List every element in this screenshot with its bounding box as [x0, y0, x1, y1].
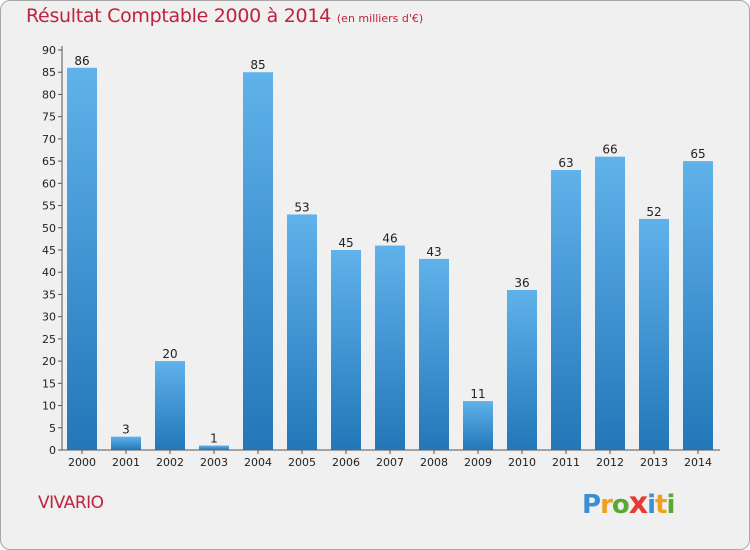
data-label-2006: 45 — [338, 236, 353, 250]
y-tick-label: 5 — [49, 422, 56, 435]
data-label-2014: 65 — [690, 147, 705, 161]
y-tick-label: 30 — [42, 311, 56, 324]
logo-letter: x — [628, 486, 648, 521]
chart-subtitle: (en milliers d'€) — [336, 12, 424, 25]
bar-2000 — [67, 67, 97, 451]
x-tick-label-2008: 2008 — [420, 456, 448, 469]
y-tick-label: 70 — [42, 133, 56, 146]
x-tick-label-2013: 2013 — [640, 456, 668, 469]
y-tick-label: 45 — [42, 244, 56, 257]
x-tick-label-2009: 2009 — [464, 456, 492, 469]
data-label-2000: 86 — [74, 54, 89, 68]
bar-2012 — [595, 156, 625, 450]
x-tick-label-2007: 2007 — [376, 456, 404, 469]
logo-letter: o — [611, 490, 630, 520]
y-tick-label: 0 — [49, 444, 56, 457]
y-tick-label: 60 — [42, 177, 56, 190]
x-tick-label-2014: 2014 — [684, 456, 712, 469]
x-tick-label-2000: 2000 — [68, 456, 96, 469]
bar-2010 — [507, 290, 537, 450]
proxiti-logo: Proxiti — [582, 486, 675, 521]
bar-2005 — [287, 214, 317, 450]
data-label-2005: 53 — [294, 200, 309, 214]
x-tick-label-2003: 2003 — [200, 456, 228, 469]
y-tick-label: 20 — [42, 355, 56, 368]
data-label-2004: 85 — [250, 58, 265, 72]
bar-2008 — [419, 258, 449, 450]
x-tick-label-2010: 2010 — [508, 456, 536, 469]
bar-2013 — [639, 218, 669, 450]
logo-letter: r — [600, 490, 613, 520]
y-tick-label: 80 — [42, 88, 56, 101]
y-tick-label: 65 — [42, 155, 56, 168]
chart-title-text: Résultat Comptable 2000 à 2014 — [26, 5, 331, 27]
data-label-2007: 46 — [382, 232, 397, 246]
y-tick-label: 10 — [42, 400, 56, 413]
y-tick-label: 85 — [42, 66, 56, 79]
data-label-2013: 52 — [646, 205, 661, 219]
x-tick-label-2004: 2004 — [244, 456, 272, 469]
y-tick-label: 25 — [42, 333, 56, 346]
chart-title: Résultat Comptable 2000 à 2014 (en millie… — [26, 5, 423, 27]
logo-letter: i — [666, 490, 675, 520]
logo-letter: P — [582, 490, 601, 520]
y-tick-label: 50 — [42, 222, 56, 235]
x-tick-label-2001: 2001 — [112, 456, 140, 469]
y-tick-label: 55 — [42, 200, 56, 213]
x-tick-label-2011: 2011 — [552, 456, 580, 469]
x-tick-label-2006: 2006 — [332, 456, 360, 469]
x-tick-label-2002: 2002 — [156, 456, 184, 469]
place-name: VIVARIO — [38, 493, 104, 513]
data-label-2009: 11 — [470, 387, 485, 401]
data-label-2001: 3 — [122, 423, 130, 437]
y-tick-label: 40 — [42, 266, 56, 279]
data-label-2003: 1 — [210, 432, 218, 446]
data-label-2008: 43 — [426, 245, 441, 259]
bar-2009 — [463, 401, 493, 450]
x-tick-label-2012: 2012 — [596, 456, 624, 469]
y-tick-label: 15 — [42, 377, 56, 390]
y-tick-label: 90 — [42, 44, 56, 57]
x-tick-label-2005: 2005 — [288, 456, 316, 469]
y-tick-label: 35 — [42, 288, 56, 301]
bar-2007 — [375, 245, 405, 450]
logo-letter: i — [647, 490, 656, 520]
data-label-2010: 36 — [514, 276, 529, 290]
y-tick-label: 75 — [42, 111, 56, 124]
bar-2014 — [683, 161, 713, 450]
bar-2001 — [111, 436, 141, 450]
bar-2004 — [243, 72, 273, 450]
logo-letter: t — [655, 490, 667, 520]
bar-2011 — [551, 170, 581, 450]
bar-2006 — [331, 250, 361, 450]
data-label-2012: 66 — [602, 143, 617, 157]
bar-2002 — [155, 361, 185, 450]
bar-2003 — [199, 445, 229, 450]
data-label-2011: 63 — [558, 156, 573, 170]
data-label-2002: 20 — [162, 347, 177, 361]
